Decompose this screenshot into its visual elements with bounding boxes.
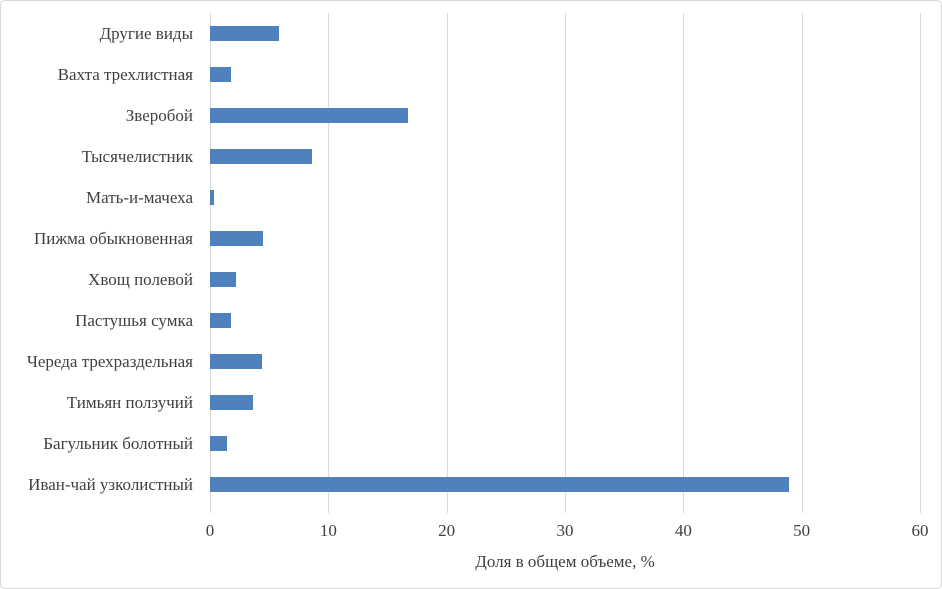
plot-area bbox=[210, 13, 921, 513]
category-label: Хвощ полевой bbox=[88, 269, 193, 289]
bar-row bbox=[210, 464, 920, 505]
bar-row bbox=[210, 136, 920, 177]
x-axis-title: Доля в общем объеме, % bbox=[475, 552, 655, 571]
x-tick-label: 10 bbox=[319, 521, 337, 540]
bar-row bbox=[210, 54, 920, 95]
gridline bbox=[328, 13, 330, 513]
bar-rows bbox=[210, 13, 920, 505]
gridline bbox=[920, 13, 921, 513]
gridline bbox=[683, 13, 685, 513]
bar-row bbox=[210, 95, 920, 136]
gridline bbox=[801, 13, 803, 513]
bar bbox=[210, 354, 263, 369]
x-tick-label: 40 bbox=[674, 521, 692, 540]
bar bbox=[210, 272, 237, 287]
bar bbox=[210, 190, 214, 205]
category-label: Вахта трехлистная bbox=[57, 64, 193, 84]
x-tick-label: 50 bbox=[793, 521, 811, 540]
category-label: Иван-чай узколистный bbox=[28, 474, 193, 494]
x-tick-label: 60 bbox=[911, 521, 929, 540]
category-label: Пижма обыкновенная bbox=[33, 228, 193, 248]
bar-row bbox=[210, 423, 920, 464]
bar bbox=[210, 477, 789, 492]
bar bbox=[210, 231, 264, 246]
gridline bbox=[565, 13, 566, 513]
bar-row bbox=[210, 13, 920, 54]
category-label: Череда трехраздельная bbox=[26, 351, 193, 371]
bar bbox=[210, 436, 227, 451]
bar-row bbox=[210, 300, 920, 341]
gridline bbox=[446, 13, 448, 513]
bar-row bbox=[210, 177, 920, 218]
bar bbox=[210, 395, 253, 410]
category-label: Пастушья сумка bbox=[75, 310, 193, 330]
category-label: Зверобой bbox=[125, 105, 193, 125]
bar-row bbox=[210, 259, 920, 300]
category-label: Тимьян ползучий bbox=[66, 392, 193, 412]
bar-row bbox=[210, 341, 920, 382]
bar-row bbox=[210, 218, 920, 259]
category-label: Багульник болотный bbox=[43, 433, 193, 453]
category-label: Мать-и-мачеха bbox=[85, 187, 193, 207]
bar-row bbox=[210, 382, 920, 423]
x-axis-tick-labels: 0 10 20 30 40 50 60 bbox=[206, 521, 929, 545]
bar bbox=[210, 313, 232, 328]
bar bbox=[210, 26, 279, 41]
bar bbox=[210, 67, 232, 82]
gridline bbox=[210, 13, 211, 513]
bar bbox=[210, 108, 408, 123]
category-label: Другие виды bbox=[99, 23, 193, 43]
bar bbox=[210, 149, 312, 164]
category-axis: Другие виды Вахта трехлистная Зверобой Тыся… bbox=[1, 13, 202, 505]
x-tick-label: 30 bbox=[556, 521, 574, 540]
category-label: Тысячелистник bbox=[81, 146, 193, 166]
x-tick-label: 20 bbox=[438, 521, 456, 540]
x-tick-label: 0 bbox=[205, 521, 215, 540]
